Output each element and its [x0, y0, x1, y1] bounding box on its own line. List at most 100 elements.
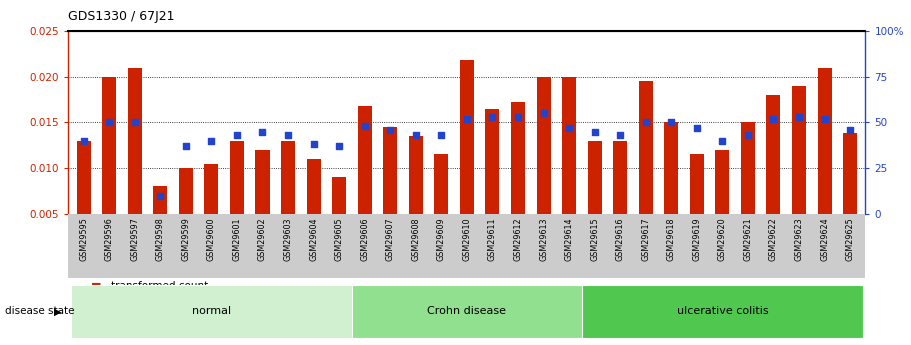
Text: GSM29604: GSM29604: [309, 217, 318, 261]
Text: disease state: disease state: [5, 306, 74, 316]
Bar: [741, 122, 755, 260]
Point: [230, 132, 244, 138]
Point: [281, 132, 295, 138]
Point: [817, 116, 832, 121]
Bar: [766, 95, 781, 260]
Bar: [230, 141, 244, 260]
Text: GSM29601: GSM29601: [232, 217, 241, 261]
Point: [434, 132, 448, 138]
Bar: [128, 68, 142, 260]
Text: GSM29597: GSM29597: [130, 217, 139, 261]
Point: [332, 144, 346, 149]
Text: transformed count: transformed count: [111, 281, 209, 291]
Text: GSM29625: GSM29625: [845, 217, 855, 261]
Text: GSM29621: GSM29621: [743, 217, 752, 261]
Point: [383, 127, 397, 132]
Point: [562, 125, 577, 131]
Bar: [333, 177, 346, 260]
Text: GSM29613: GSM29613: [539, 217, 548, 261]
Bar: [715, 150, 730, 260]
Bar: [537, 77, 550, 260]
Point: [153, 193, 168, 198]
Bar: [179, 168, 193, 260]
Bar: [435, 155, 448, 260]
Point: [792, 114, 806, 120]
Point: [408, 132, 423, 138]
Point: [459, 116, 474, 121]
Text: GSM29598: GSM29598: [156, 217, 165, 261]
Point: [511, 114, 526, 120]
Text: GSM29620: GSM29620: [718, 217, 727, 261]
Bar: [102, 77, 117, 260]
Text: GSM29605: GSM29605: [334, 217, 343, 261]
Point: [843, 127, 857, 132]
Point: [664, 120, 679, 125]
Text: GSM29618: GSM29618: [667, 217, 676, 261]
Text: Crohn disease: Crohn disease: [427, 306, 507, 316]
Text: GSM29623: GSM29623: [794, 217, 804, 261]
Text: GSM29617: GSM29617: [641, 217, 650, 261]
Text: GSM29606: GSM29606: [360, 217, 369, 261]
Text: ■: ■: [91, 281, 102, 291]
Text: GSM29596: GSM29596: [105, 217, 114, 261]
Point: [639, 120, 653, 125]
Point: [204, 138, 219, 144]
Bar: [204, 164, 219, 260]
Text: percentile rank within the sample: percentile rank within the sample: [111, 302, 287, 312]
Bar: [409, 136, 423, 260]
Text: GSM29622: GSM29622: [769, 217, 778, 261]
Point: [357, 124, 372, 129]
Text: GSM29611: GSM29611: [488, 217, 496, 261]
Text: GSM29602: GSM29602: [258, 217, 267, 261]
Text: GSM29614: GSM29614: [565, 217, 574, 261]
Text: GSM29619: GSM29619: [692, 217, 701, 261]
Point: [715, 138, 730, 144]
Bar: [562, 77, 576, 260]
Text: GSM29607: GSM29607: [385, 217, 394, 261]
Bar: [486, 109, 499, 260]
Bar: [817, 68, 832, 260]
Point: [486, 114, 500, 120]
Point: [179, 144, 193, 149]
Text: normal: normal: [192, 306, 231, 316]
Text: GSM29615: GSM29615: [590, 217, 599, 261]
Text: GSM29610: GSM29610: [463, 217, 471, 261]
Point: [741, 132, 755, 138]
Bar: [153, 187, 168, 260]
Text: GSM29612: GSM29612: [514, 217, 523, 261]
Point: [537, 110, 551, 116]
Bar: [792, 86, 806, 260]
Point: [102, 120, 117, 125]
Point: [306, 142, 321, 147]
Bar: [843, 134, 857, 260]
Point: [690, 125, 704, 131]
Text: GDS1330 / 67J21: GDS1330 / 67J21: [68, 10, 175, 23]
Point: [128, 120, 142, 125]
Point: [77, 138, 91, 144]
Text: GSM29600: GSM29600: [207, 217, 216, 261]
Text: ▶: ▶: [55, 306, 62, 316]
Point: [588, 129, 602, 135]
Bar: [613, 141, 627, 260]
Text: GSM29595: GSM29595: [79, 217, 88, 261]
Text: GSM29624: GSM29624: [820, 217, 829, 261]
Bar: [588, 141, 601, 260]
Text: GSM29616: GSM29616: [616, 217, 625, 261]
Text: GSM29603: GSM29603: [283, 217, 292, 261]
Text: GSM29608: GSM29608: [411, 217, 420, 261]
Bar: [664, 122, 679, 260]
Text: ■: ■: [91, 302, 102, 312]
Bar: [511, 102, 525, 260]
Bar: [460, 60, 474, 260]
Bar: [77, 141, 91, 260]
Bar: [639, 81, 653, 260]
Text: ulcerative colitis: ulcerative colitis: [677, 306, 768, 316]
Bar: [384, 127, 397, 260]
Text: GSM29609: GSM29609: [437, 217, 445, 261]
Bar: [690, 155, 704, 260]
Point: [613, 132, 628, 138]
Bar: [307, 159, 321, 260]
Bar: [358, 106, 372, 260]
Bar: [255, 150, 270, 260]
Text: GSM29599: GSM29599: [181, 217, 190, 261]
